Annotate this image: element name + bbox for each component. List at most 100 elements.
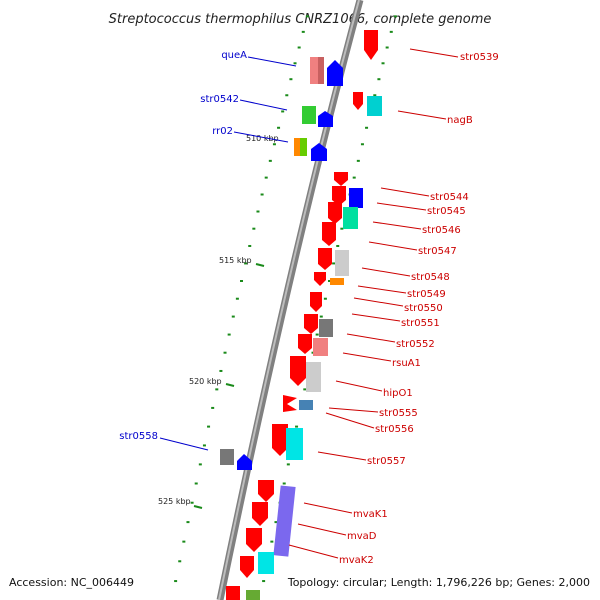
gene-label[interactable]: str0552 bbox=[396, 339, 435, 350]
gene-label[interactable]: str0551 bbox=[401, 318, 440, 329]
tick-mark bbox=[207, 425, 211, 428]
tick-mark bbox=[231, 315, 235, 318]
gene-block bbox=[349, 188, 363, 208]
gene-block bbox=[313, 338, 328, 356]
tick-mark bbox=[323, 297, 327, 300]
tick-mark bbox=[235, 297, 239, 300]
tick-mark bbox=[190, 501, 194, 504]
gene-label[interactable]: str0544 bbox=[430, 192, 469, 203]
tick-mark bbox=[365, 126, 369, 129]
tick-mark bbox=[264, 176, 268, 179]
tick-mark bbox=[293, 62, 297, 65]
tick-mark bbox=[282, 482, 286, 485]
kbp-label: 515 kbp bbox=[219, 256, 252, 265]
gene-label[interactable]: queA bbox=[221, 50, 247, 61]
tick-mark bbox=[340, 227, 344, 230]
gene-label[interactable]: str0547 bbox=[418, 246, 457, 257]
tick-mark bbox=[260, 193, 264, 196]
gene-block bbox=[258, 552, 274, 574]
tick-mark bbox=[219, 369, 223, 372]
tick-mark bbox=[272, 143, 276, 146]
kbp-tick bbox=[255, 263, 265, 267]
tick-mark bbox=[252, 227, 256, 230]
gene-block bbox=[306, 362, 321, 392]
gene-label[interactable]: str0555 bbox=[379, 408, 418, 419]
tick-mark bbox=[389, 30, 393, 33]
tick-mark bbox=[202, 444, 206, 447]
tick-mark bbox=[297, 46, 301, 49]
gene-block bbox=[335, 250, 349, 276]
tick-mark bbox=[315, 333, 319, 336]
gene-label[interactable]: str0545 bbox=[427, 206, 466, 217]
tick-mark bbox=[274, 521, 278, 524]
gene-label[interactable]: str0539 bbox=[460, 52, 499, 63]
tick-mark bbox=[352, 176, 356, 179]
tick-mark bbox=[198, 463, 202, 466]
forward-gene-blocks bbox=[220, 57, 343, 470]
tick-mark bbox=[281, 110, 285, 113]
tick-mark bbox=[305, 15, 309, 18]
gene-label[interactable]: rr02 bbox=[212, 126, 233, 137]
tick-mark bbox=[301, 30, 305, 33]
gene-label[interactable]: rsuA1 bbox=[392, 358, 421, 369]
accession-text: Accession: NC_006449 bbox=[9, 576, 134, 589]
gene-label[interactable]: str0550 bbox=[404, 303, 443, 314]
tick-mark bbox=[377, 78, 381, 81]
tick-mark bbox=[211, 406, 215, 409]
kbp-label: 525 kbp bbox=[158, 497, 191, 506]
map-title: Streptococcus thermophilus CNRZ1066, com… bbox=[109, 12, 492, 27]
gene-label[interactable]: str0557 bbox=[367, 456, 406, 467]
tick-mark bbox=[182, 540, 186, 543]
gene-label[interactable]: str0549 bbox=[407, 289, 446, 300]
kbp-label: 510 kbp bbox=[246, 134, 279, 143]
forward-labels: queA str0542 rr02 str0558 bbox=[119, 50, 297, 451]
gene-block bbox=[300, 138, 307, 156]
kbp-label: 520 kbp bbox=[189, 377, 222, 386]
gene-arrow bbox=[364, 30, 378, 60]
gene-label[interactable]: str0542 bbox=[200, 94, 239, 105]
tick-mark bbox=[248, 244, 252, 247]
gene-arrow bbox=[318, 111, 333, 127]
gene-label[interactable]: hipO1 bbox=[383, 388, 413, 399]
gene-arrow bbox=[353, 92, 363, 110]
gene-block bbox=[330, 278, 344, 285]
gene-block bbox=[319, 319, 333, 337]
tick-mark bbox=[215, 388, 219, 391]
gene-label[interactable]: str0548 bbox=[411, 272, 450, 283]
tick-mark bbox=[381, 62, 385, 65]
tick-mark bbox=[240, 280, 243, 282]
gene-label[interactable]: mvaK1 bbox=[353, 509, 388, 520]
gene-block bbox=[286, 428, 303, 460]
tick-mark bbox=[227, 333, 231, 336]
tick-mark bbox=[286, 463, 290, 466]
tick-mark bbox=[328, 280, 331, 282]
tick-mark bbox=[336, 244, 340, 247]
tick-mark bbox=[174, 580, 178, 583]
tick-mark bbox=[262, 580, 266, 583]
tick-mark bbox=[356, 159, 360, 162]
gene-block bbox=[220, 449, 234, 465]
gene-label[interactable]: str0558 bbox=[119, 431, 158, 442]
tick-mark bbox=[393, 15, 397, 18]
gene-label[interactable]: nagB bbox=[447, 115, 473, 126]
tick-marks bbox=[174, 15, 397, 583]
gene-block bbox=[343, 207, 358, 229]
gene-label[interactable]: str0546 bbox=[422, 225, 461, 236]
tick-mark bbox=[178, 560, 182, 563]
tick-mark bbox=[270, 540, 274, 543]
tick-mark bbox=[360, 143, 364, 146]
gene-label[interactable]: mvaD bbox=[347, 531, 377, 542]
tick-mark bbox=[277, 126, 281, 129]
tick-mark bbox=[332, 262, 336, 265]
tick-mark bbox=[289, 78, 293, 81]
tick-mark bbox=[385, 46, 389, 49]
gene-label[interactable]: str0556 bbox=[375, 424, 414, 435]
gene-label[interactable]: mvaK2 bbox=[339, 555, 374, 566]
tick-mark bbox=[295, 425, 299, 428]
tick-mark bbox=[373, 94, 377, 97]
tick-mark bbox=[319, 315, 323, 318]
topology-text: Topology: circular; Length: 1,796,226 bp… bbox=[287, 576, 590, 589]
gene-block bbox=[273, 485, 296, 557]
gene-block bbox=[367, 96, 382, 116]
